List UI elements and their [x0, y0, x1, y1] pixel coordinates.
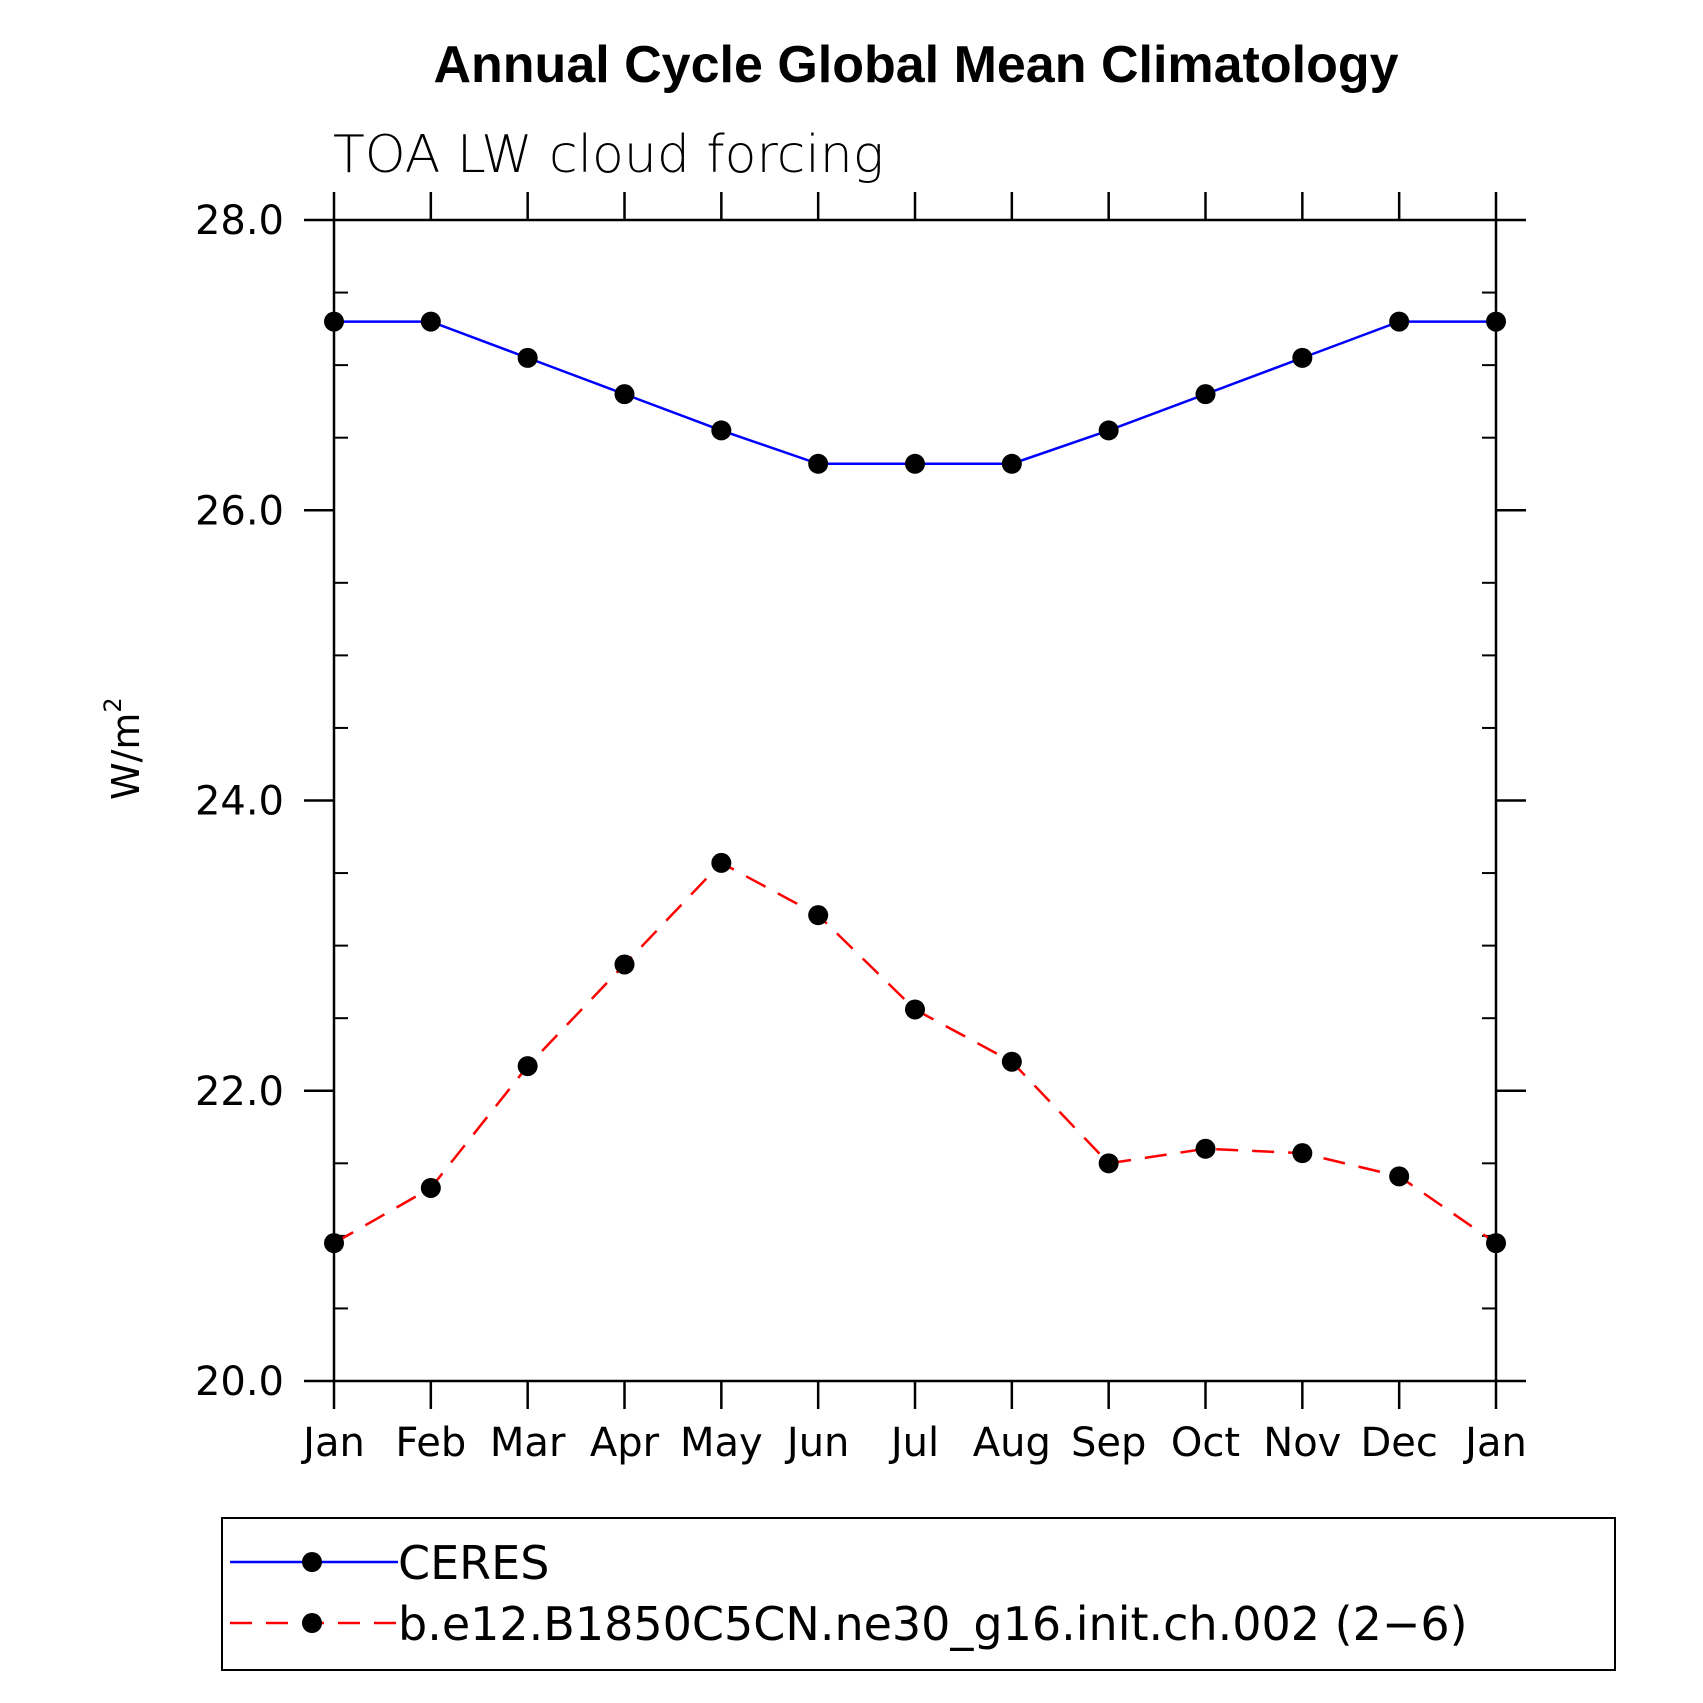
- series-1-point: [808, 453, 829, 474]
- series-2-point: [808, 905, 829, 926]
- x-tick-label: Oct: [1171, 1420, 1240, 1466]
- x-tick-label: Apr: [590, 1420, 660, 1466]
- y-tick-label: 28.0: [195, 198, 284, 244]
- series-1-point: [711, 420, 732, 441]
- series-2-point: [905, 999, 925, 1020]
- series-1-point: [614, 384, 635, 405]
- plot-frame: [332, 218, 1498, 1383]
- series-1-point: [1389, 311, 1410, 332]
- series-2-point: [420, 1177, 441, 1198]
- y-tick-label: 24.0: [195, 779, 284, 825]
- x-tick-label: Jun: [784, 1420, 850, 1466]
- series-1-point: [1098, 420, 1119, 441]
- plot-axes: 20.0 22.0 24.0 26.0 28.0 Jan Feb Mar Apr May Jun Ju…: [195, 192, 1527, 1466]
- x-tick-label: Jul: [888, 1420, 939, 1466]
- x-tick-label: Sep: [1071, 1420, 1146, 1466]
- series-2-point: [1292, 1143, 1313, 1164]
- y-axis-label-superscript: 2: [99, 697, 127, 712]
- y-tick-label: 26.0: [195, 488, 284, 534]
- legend-marker-1: [302, 1552, 322, 1572]
- series-layer: [324, 311, 1506, 1254]
- y-tick-label: 22.0: [195, 1069, 284, 1115]
- x-tick-label: Nov: [1263, 1420, 1341, 1466]
- series-2-point: [517, 1056, 538, 1077]
- series-2-point: [324, 1233, 344, 1254]
- legend: CERES b.e12.B1850C5CN.ne30_g16.init.ch.00…: [221, 1517, 1616, 1671]
- series-line-2: [333, 861, 1497, 1245]
- chart-subtitle: TOA LW cloud forcing: [333, 125, 884, 185]
- series-2-point: [1389, 1166, 1410, 1187]
- x-tick-label: Dec: [1360, 1420, 1437, 1466]
- chart-title: Annual Cycle Global Mean Climatology: [433, 36, 1398, 94]
- series-2-point: [1486, 1233, 1506, 1254]
- x-tick-label: Feb: [395, 1420, 466, 1466]
- legend-box: [221, 1517, 1616, 1671]
- series-2-point: [711, 852, 732, 873]
- legend-label-2: b.e12.B1850C5CN.ne30_g16.init.ch.002 (2−…: [398, 1597, 1468, 1651]
- x-tick-label: Aug: [973, 1420, 1051, 1466]
- series-1-point: [324, 311, 344, 332]
- x-tick-label: Jan: [300, 1420, 365, 1466]
- x-tick-label: Jan: [1462, 1420, 1527, 1466]
- svg-text:W/m2: W/m2: [99, 697, 148, 800]
- x-tick-label: Mar: [490, 1420, 566, 1466]
- y-axis-label: W/m2: [99, 697, 148, 800]
- series-1-point: [1001, 453, 1022, 474]
- series-2-point: [1195, 1138, 1216, 1159]
- series-1-point: [905, 453, 925, 474]
- series-1-point: [517, 347, 538, 368]
- series-1-point: [420, 311, 441, 332]
- series-2-point: [614, 954, 635, 975]
- series-1-point: [1195, 384, 1216, 405]
- y-tick-label: 20.0: [195, 1359, 284, 1405]
- legend-label-1: CERES: [398, 1536, 549, 1590]
- series-1-point: [1486, 311, 1506, 332]
- series-line-1: [334, 320, 1496, 466]
- y-axis-label-text: W/m: [104, 713, 148, 800]
- series-2-point: [1098, 1153, 1119, 1174]
- x-tick-label: May: [680, 1420, 763, 1466]
- series-2-point: [1001, 1051, 1022, 1072]
- legend-marker-2: [302, 1613, 322, 1633]
- series-1-point: [1292, 347, 1313, 368]
